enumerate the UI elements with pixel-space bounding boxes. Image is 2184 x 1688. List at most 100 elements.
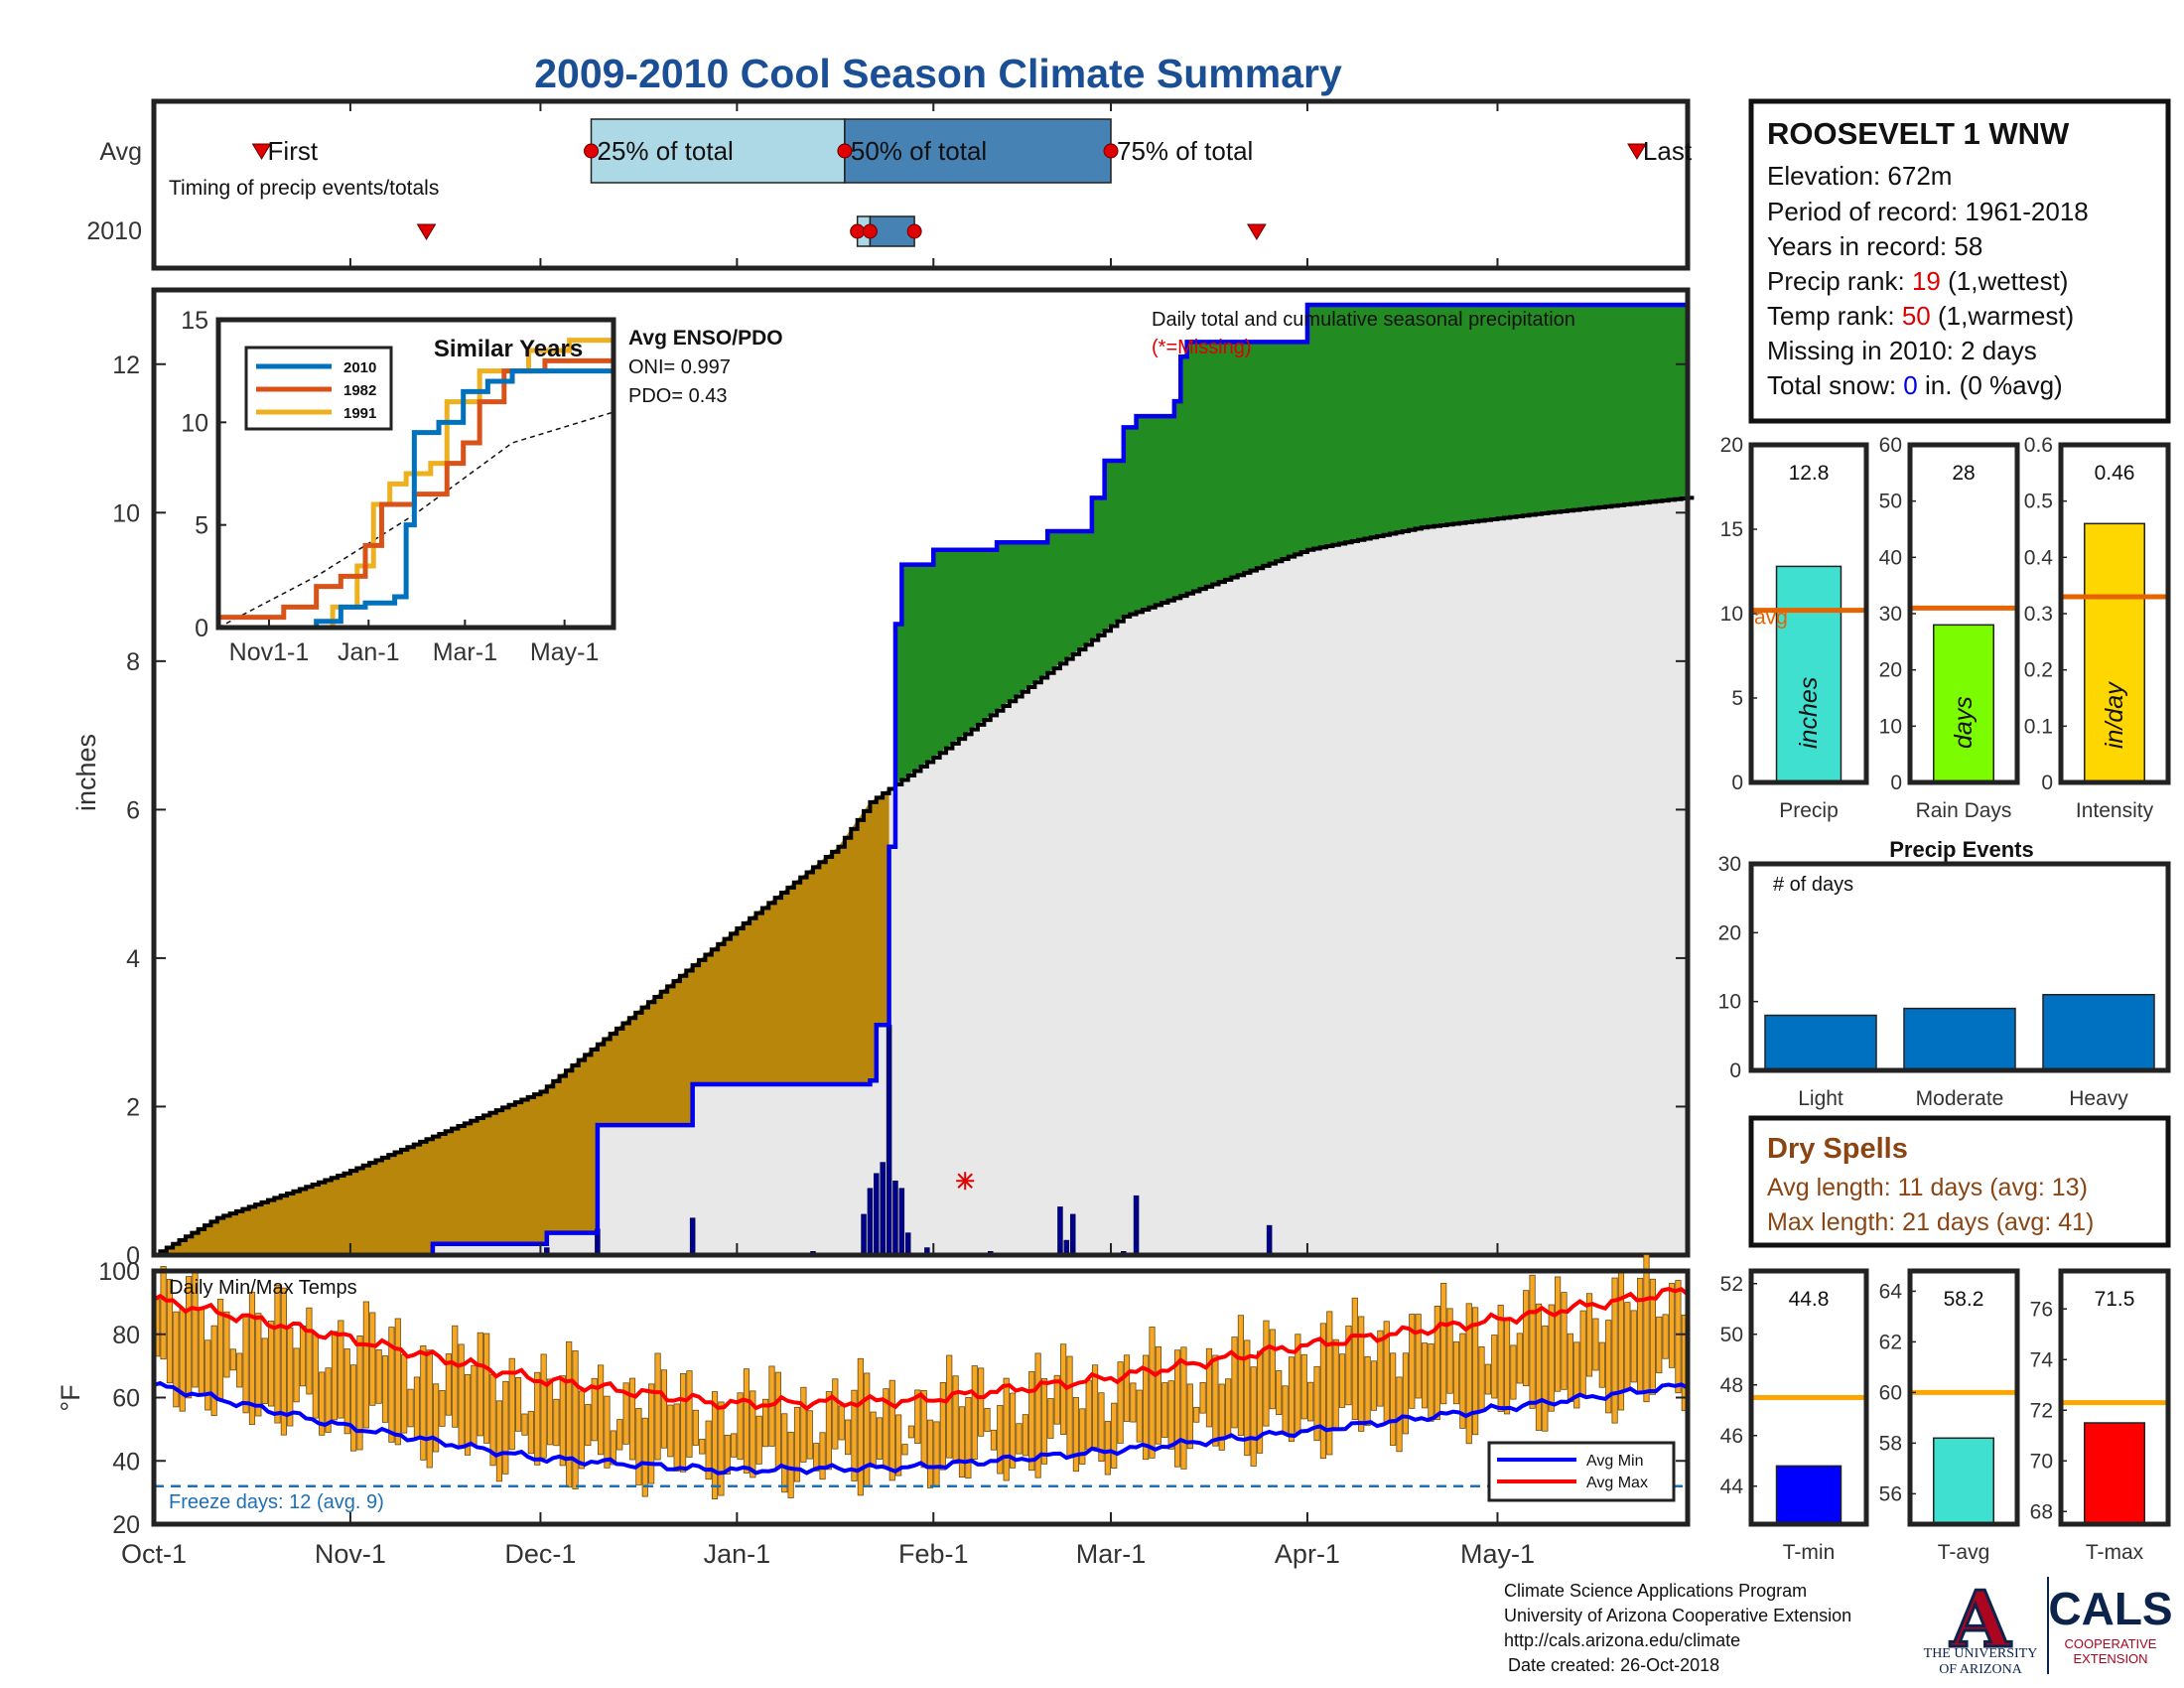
daily-precip-bar bbox=[892, 1180, 898, 1256]
daily-temp-bar bbox=[299, 1326, 307, 1387]
inset-legend: 2010 1982 1991 bbox=[244, 346, 393, 431]
rain-days-y-tick-label: 0 bbox=[1890, 772, 1902, 794]
daily-temp-bar bbox=[926, 1419, 934, 1488]
daily-temp-bar bbox=[800, 1386, 807, 1463]
daily-temp-bar bbox=[1656, 1316, 1663, 1374]
precip-total-unit-label: inches bbox=[1795, 677, 1823, 749]
daily-temp-bar bbox=[901, 1444, 908, 1456]
inset-legend-label-2010: 2010 bbox=[343, 359, 376, 376]
daily-temp-bar bbox=[553, 1398, 560, 1447]
daily-temp-bar bbox=[540, 1353, 547, 1459]
avg-q75-label: 75% of total bbox=[1117, 136, 1253, 166]
daily-temp-bar bbox=[495, 1400, 503, 1482]
daily-temp-bar bbox=[1472, 1307, 1479, 1436]
precip-total-y-tick-label: 0 bbox=[1731, 772, 1743, 794]
daily-precip-bar bbox=[898, 1188, 905, 1256]
season-x-tick-label: Oct-1 bbox=[121, 1539, 187, 1569]
rain-days-y-tick-label: 30 bbox=[1879, 603, 1902, 626]
precip-y-tick-label: 10 bbox=[112, 499, 140, 527]
season-x-tick-label: Nov-1 bbox=[315, 1539, 386, 1569]
temp-rank-value: 50 bbox=[1902, 301, 1931, 331]
daily-temp-bar bbox=[413, 1376, 421, 1440]
precip-events-title: Precip Events bbox=[1889, 837, 2034, 862]
t-max-bar bbox=[2084, 1422, 2145, 1525]
precip-event-bar-heavy bbox=[2042, 993, 2155, 1071]
daily-temp-bar bbox=[242, 1316, 249, 1414]
precip-rank-label: Precip rank: bbox=[1767, 266, 1912, 296]
daily-temp-bar bbox=[851, 1389, 858, 1481]
daily-temp-bar bbox=[1053, 1374, 1060, 1425]
avg-last-label: Last bbox=[1643, 136, 1693, 166]
daily-temp-bar bbox=[223, 1311, 230, 1378]
daily-temp-bar bbox=[1155, 1345, 1162, 1445]
daily-temp-bar bbox=[1662, 1314, 1669, 1359]
precip-y-tick-label: 0 bbox=[126, 1242, 140, 1270]
below-average-fill bbox=[160, 788, 889, 1255]
daily-temp-bar bbox=[1452, 1340, 1460, 1405]
season-x-tick-label: Jan-1 bbox=[704, 1539, 771, 1569]
daily-temp-bar bbox=[426, 1349, 433, 1469]
precip-events-annotation: # of days bbox=[1773, 874, 1853, 896]
daily-temp-bar bbox=[825, 1391, 833, 1471]
t-max-y-tick-label: 76 bbox=[2030, 1298, 2053, 1321]
avg-first-marker bbox=[251, 143, 272, 160]
daily-temp-bar bbox=[166, 1278, 174, 1384]
daily-temp-bar bbox=[1446, 1308, 1453, 1394]
daily-temp-bar bbox=[1034, 1352, 1041, 1478]
intensity-y-tick-label: 0.3 bbox=[2024, 603, 2053, 626]
daily-temp-bar bbox=[1637, 1277, 1644, 1393]
station-info-box: ROOSEVELT 1 WNW Elevation: 672m Period o… bbox=[1748, 98, 2171, 424]
precip-total-y-tick-label: 5 bbox=[1731, 687, 1743, 710]
daily-precip-bar bbox=[1057, 1206, 1063, 1256]
daily-precip-bar bbox=[874, 1173, 880, 1256]
inset-y-tick-label: 15 bbox=[181, 307, 208, 335]
precip-missing-note: (*=Missing) bbox=[1152, 337, 1252, 358]
intensity-y-tick-label: 0.5 bbox=[2024, 491, 2053, 513]
below-average-region bbox=[154, 497, 1688, 1255]
dry-spells-title: Dry Spells bbox=[1767, 1133, 1908, 1165]
precip-total-y-tick-label: 20 bbox=[1720, 434, 1743, 457]
daily-temp-bar bbox=[978, 1367, 985, 1437]
missing-day-marker bbox=[956, 1172, 975, 1191]
daily-temp-bar bbox=[1555, 1276, 1562, 1392]
daily-temp-bar bbox=[1130, 1382, 1137, 1423]
station-elevation: Elevation: 672m bbox=[1767, 161, 1952, 191]
rain-days-y-tick-label: 60 bbox=[1879, 434, 1902, 457]
temperature-plot-area bbox=[153, 1254, 1690, 1500]
daily-temp-bar bbox=[343, 1348, 350, 1435]
precip-y-tick-label: 2 bbox=[126, 1093, 140, 1121]
daily-temp-bar bbox=[1205, 1347, 1213, 1428]
daily-temp-bar bbox=[1459, 1333, 1466, 1429]
daily-temp-bar bbox=[1225, 1378, 1232, 1439]
y2010-first-marker bbox=[416, 223, 437, 240]
daily-temp-bar bbox=[1263, 1320, 1270, 1427]
daily-temp-bar bbox=[502, 1380, 509, 1475]
daily-temp-bar bbox=[648, 1383, 655, 1484]
daily-temp-bar bbox=[1167, 1380, 1174, 1450]
daily-temp-bar bbox=[1028, 1371, 1035, 1472]
season-x-tick-label: May-1 bbox=[1460, 1539, 1535, 1569]
daily-temp-bar bbox=[1237, 1315, 1244, 1436]
precip-event-label-heavy: Heavy bbox=[2069, 1087, 2128, 1110]
daily-temp-bar bbox=[1199, 1382, 1206, 1414]
daily-temp-bar bbox=[1529, 1274, 1536, 1409]
daily-temp-bar bbox=[401, 1354, 408, 1434]
daily-temp-bar bbox=[635, 1408, 642, 1485]
temp-rank-label: Temp rank: bbox=[1767, 301, 1902, 331]
intensity-value-label: 0.46 bbox=[2095, 462, 2135, 485]
inset-x-tick-label: Nov1-1 bbox=[229, 638, 310, 666]
inset-frame bbox=[215, 317, 616, 631]
rain-days-y-tick-label: 50 bbox=[1879, 491, 1902, 513]
temperature-y-ticks: 20 40 60 80 100 bbox=[98, 1258, 1688, 1539]
daily-temp-bar bbox=[724, 1435, 731, 1476]
daily-temp-bar bbox=[686, 1370, 693, 1458]
t-min-y-tick-label: 50 bbox=[1720, 1324, 1743, 1346]
t-min-value-label: 44.8 bbox=[1789, 1288, 1830, 1311]
t-min-y-tick-label: 44 bbox=[1720, 1476, 1744, 1498]
precip-main-panel: 0 2 4 6 8 10 12 inches Daily total and cumulat… bbox=[71, 287, 1695, 1270]
intensity-unit-label: in/day bbox=[2101, 681, 2128, 749]
daily-temp-bar bbox=[527, 1411, 534, 1455]
precip-rank-value: 19 bbox=[1912, 266, 1941, 296]
daily-temp-bar bbox=[907, 1425, 915, 1439]
daily-temp-bar bbox=[990, 1429, 998, 1451]
